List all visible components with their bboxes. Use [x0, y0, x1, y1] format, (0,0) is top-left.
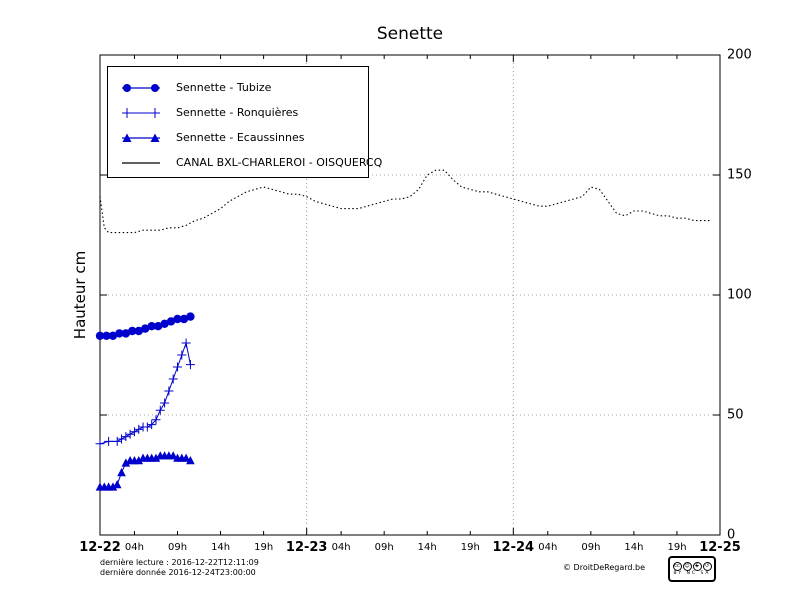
legend-label: Sennette - Tubize: [176, 81, 272, 94]
y-tick-label: 200: [727, 47, 752, 63]
legend-item-ronquieres: Sennette - Ronquières: [108, 100, 368, 125]
x-hour-label: 04h: [331, 542, 351, 553]
x-hour-label: 09h: [167, 542, 188, 553]
x-hour-label: 14h: [211, 542, 231, 553]
plus-marker-icon: [122, 107, 160, 118]
cc-logo-icon: cc: [672, 561, 682, 571]
circle-marker-icon: [122, 83, 160, 92]
x-hour-label: 19h: [254, 542, 274, 553]
x-hour-label: 14h: [417, 542, 437, 553]
legend-label: Sennette - Ronquières: [176, 106, 299, 119]
x-date-label: 12-22: [79, 540, 121, 555]
chart-title: Senette: [376, 24, 444, 44]
x-hour-label: 09h: [581, 542, 601, 553]
line-marker-icon: [122, 161, 160, 164]
x-hour-label: 04h: [124, 542, 144, 553]
y-tick-label: 100: [727, 287, 752, 303]
triangle-marker-icon: [122, 133, 160, 142]
cc-sa-icon: ↺: [702, 561, 712, 571]
legend-item-tubize: Sennette - Tubize: [108, 75, 368, 100]
legend-label: CANAL BXL-CHARLEROI - OISQUERCQ: [176, 156, 383, 169]
y-tick-label: 50: [727, 407, 744, 423]
cc-icons-row: cc ☺ $ ↺: [672, 561, 712, 571]
x-hour-label: 19h: [667, 542, 687, 553]
legend: Sennette - Tubize Sennette - Ronquières …: [107, 66, 382, 178]
last-reading-text: dernière lecture : 2016-12-22T12:11:09: [100, 558, 259, 567]
cc-license-badge: cc ☺ $ ↺ BY NC SA: [668, 556, 716, 582]
cc-nc-icon: $: [692, 561, 702, 571]
y-tick-label: 150: [727, 167, 752, 183]
last-data-text: dernière donnée 2016-12-24T23:00:00: [100, 568, 256, 577]
x-hour-label: 09h: [374, 542, 394, 553]
x-date-label: 12-24: [492, 540, 535, 555]
legend-item-ecaussinnes: Sennette - Ecaussinnes: [108, 125, 368, 150]
legend-label: Sennette - Ecaussinnes: [176, 131, 305, 144]
cc-codes-text: BY NC SA: [673, 570, 711, 576]
cc-by-icon: ☺: [682, 561, 692, 571]
x-hour-label: 04h: [538, 542, 558, 553]
x-hour-label: 19h: [460, 542, 480, 553]
y-axis-label: Hauteur cm: [71, 250, 89, 340]
x-date-label: 12-23: [285, 540, 328, 555]
y-tick-label: 0: [727, 527, 736, 543]
copyright-text: © DroitDeRegard.be: [563, 563, 646, 572]
legend-item-canal: CANAL BXL-CHARLEROI - OISQUERCQ: [108, 150, 382, 175]
x-hour-label: 14h: [624, 542, 644, 553]
x-date-label: 12-25: [699, 540, 741, 555]
